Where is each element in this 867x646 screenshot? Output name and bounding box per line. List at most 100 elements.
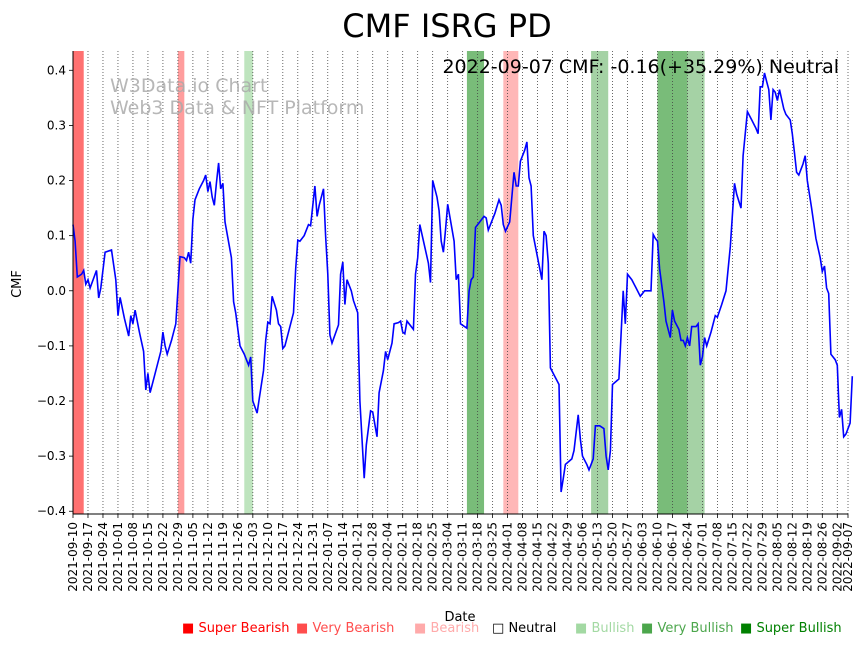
x-tick-label: 2022-04-22: [546, 522, 560, 592]
y-tick-label: 0.1: [47, 229, 66, 243]
x-tick-label: 2022-06-17: [665, 522, 679, 592]
x-tick-label: 2022-08-05: [770, 522, 784, 592]
legend-label: Super Bearish: [198, 621, 290, 636]
y-tick-label: 0.3: [47, 118, 66, 132]
x-tick-label: 2022-02-18: [411, 522, 425, 592]
status-annotation: 2022-09-07 CMF: -0.16(+35.29%) Neutral: [442, 56, 839, 78]
legend-item-very-bearish: ■ Very Bearish: [296, 621, 394, 636]
x-axis-label: Date: [444, 610, 475, 625]
x-tick-label: 2022-03-25: [486, 522, 500, 592]
x-tick-label: 2022-04-15: [531, 522, 545, 592]
x-axis-ticks: 2021-09-10 2021-09-17 2021-09-24 2021-10-01…: [66, 514, 855, 592]
x-tick-label: 2022-08-12: [785, 522, 799, 592]
legend-label: Neutral: [508, 621, 557, 636]
x-tick-label: 2022-06-24: [680, 522, 694, 592]
x-tick-label: 2021-10-01: [111, 522, 125, 592]
watermark-line-2: Web3 Data & NFT Platform: [110, 97, 364, 119]
y-tick-label: −0.1: [37, 339, 66, 353]
x-tick-label: 2021-12-03: [246, 522, 260, 592]
x-tick-label: 2021-12-10: [261, 522, 275, 592]
x-tick-label: 2022-03-04: [441, 522, 455, 592]
x-tick-label: 2022-07-22: [740, 522, 754, 592]
x-tick-label: 2022-04-08: [516, 522, 530, 592]
legend-item-very-bullish: ■ Very Bullish: [641, 621, 734, 636]
x-tick-label: 2022-02-04: [381, 522, 395, 592]
band-3: [466, 51, 485, 514]
x-tick-label: 2022-09-07: [841, 522, 855, 592]
x-tick-label: 2021-11-12: [201, 522, 215, 592]
band-5: [591, 51, 609, 514]
signal-bands: [73, 51, 705, 514]
legend-item-super-bearish: ■ Super Bearish: [182, 621, 290, 636]
square-icon: ■: [575, 621, 588, 636]
legend-item-super-bullish: ■ Super Bullish: [740, 621, 842, 636]
legend: ■ Super Bearish ■ Very Bearish ■ Bearish…: [180, 621, 860, 639]
y-tick-label: 0.2: [47, 174, 66, 188]
x-tick-label: 2022-05-20: [606, 522, 620, 592]
y-axis-ticks: −0.4 −0.3 −0.2 −0.1 0.0 0.1 0.2 0.3 0.4: [37, 63, 73, 518]
legend-item-neutral: □ Neutral: [492, 621, 556, 636]
square-outline-icon: □: [492, 621, 505, 636]
square-icon: ■: [740, 621, 753, 636]
x-tick-label: 2021-09-17: [81, 522, 95, 592]
legend-item-bullish: ■ Bullish: [575, 621, 634, 636]
x-tick-label: 2022-02-11: [396, 522, 410, 592]
x-tick-label: 2022-07-29: [755, 522, 769, 592]
band-4: [503, 51, 519, 514]
x-tick-label: 2022-04-29: [561, 522, 575, 592]
band-0: [73, 51, 84, 514]
x-tick-label: 2022-09-02: [830, 522, 844, 592]
watermark-line-1: W3Data.io Chart: [110, 75, 267, 97]
x-tick-label: 2021-10-29: [171, 522, 185, 592]
x-tick-label: 2022-05-27: [620, 522, 634, 592]
x-tick-label: 2022-07-15: [725, 522, 739, 592]
x-tick-label: 2022-01-14: [336, 522, 350, 592]
x-tick-label: 2022-05-13: [591, 522, 605, 592]
x-tick-label: 2022-07-01: [695, 522, 709, 592]
x-tick-label: 2022-04-01: [501, 522, 515, 592]
square-icon: ■: [182, 621, 195, 636]
x-tick-label: 2022-01-21: [351, 522, 365, 592]
x-tick-label: 2021-09-24: [96, 522, 110, 592]
x-tick-label: 2022-03-18: [471, 522, 485, 592]
x-tick-label: 2022-07-08: [710, 522, 724, 592]
band-2: [244, 51, 253, 514]
x-tick-label: 2022-08-19: [800, 522, 814, 592]
y-tick-label: 0.0: [47, 284, 66, 298]
x-tick-label: 2021-09-10: [66, 522, 80, 592]
y-tick-label: 0.4: [47, 63, 66, 77]
vertical-gridlines: [72, 51, 849, 514]
x-tick-label: 2021-12-17: [276, 522, 290, 592]
legend-label: Bullish: [591, 621, 635, 636]
x-tick-label: 2021-10-22: [156, 522, 170, 592]
x-tick-label: 2021-11-05: [186, 522, 200, 592]
x-tick-label: 2022-06-03: [635, 522, 649, 592]
y-tick-label: −0.4: [37, 504, 66, 518]
x-tick-label: 2022-01-28: [366, 522, 380, 592]
x-tick-label: 2021-10-08: [126, 522, 140, 592]
square-icon: ■: [641, 621, 654, 636]
legend-label: Bearish: [430, 621, 480, 636]
x-tick-label: 2021-10-15: [141, 522, 155, 592]
band-7: [687, 51, 705, 514]
y-tick-label: −0.3: [37, 449, 66, 463]
square-icon: ■: [414, 621, 427, 636]
square-icon: ■: [296, 621, 309, 636]
x-tick-label: 2021-12-24: [291, 522, 305, 592]
x-tick-label: 2022-06-10: [650, 522, 664, 592]
x-tick-label: 2021-11-19: [216, 522, 230, 592]
legend-label: Super Bullish: [756, 621, 842, 636]
axes: [72, 51, 848, 515]
cmf-series-line: [72, 72, 854, 493]
legend-item-bearish: ■ Bearish: [414, 621, 479, 636]
x-tick-label: 2022-08-26: [815, 522, 829, 592]
x-tick-label: 2022-03-11: [456, 522, 470, 592]
legend-label: Very Bearish: [312, 621, 395, 636]
x-tick-label: 2022-05-06: [576, 522, 590, 592]
y-tick-label: −0.2: [37, 394, 66, 408]
y-axis-label: CMF: [10, 270, 25, 298]
x-tick-label: 2022-02-25: [426, 522, 440, 592]
x-tick-label: 2021-11-26: [231, 522, 245, 592]
x-tick-label: 2022-01-07: [321, 522, 335, 592]
